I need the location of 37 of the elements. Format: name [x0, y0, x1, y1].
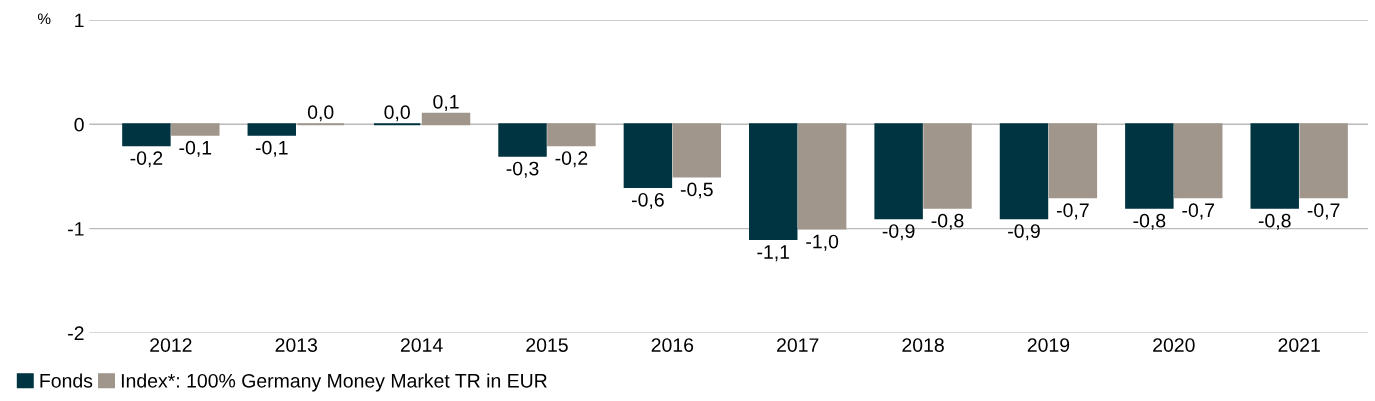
x-tick-label: 2020: [1153, 338, 1195, 352]
data-label: -0,9: [882, 224, 915, 241]
data-label: -1,1: [757, 245, 790, 262]
x-tick-label: 2021: [1278, 338, 1320, 352]
data-label: -0,2: [555, 151, 588, 168]
x-tick-label: 2012: [150, 338, 192, 352]
data-label: -0,8: [931, 213, 964, 230]
y-tick-label: 0: [74, 117, 84, 132]
data-label: -0,9: [1008, 224, 1040, 241]
data-label: -0,6: [632, 192, 664, 209]
data-label: -0,8: [1258, 213, 1291, 230]
x-tick-label: 2017: [777, 338, 819, 352]
x-tick-label: 2018: [902, 338, 944, 352]
data-label: -0,1: [179, 140, 212, 157]
data-label: -1,0: [806, 234, 839, 251]
data-label: -0,7: [1057, 203, 1089, 220]
x-tick-label: 2014: [400, 338, 443, 352]
data-label: -0,3: [506, 161, 539, 178]
legend-label: Index*: 100% Germany Money Market TR in EUR: [121, 373, 547, 392]
x-tick-label: 2016: [651, 338, 694, 352]
y-tick-label: -2: [68, 326, 84, 340]
y-axis-title: %: [37, 13, 51, 25]
data-label: -0,5: [680, 182, 713, 199]
data-label: -0,8: [1133, 213, 1166, 230]
y-tick-label: -1: [68, 222, 84, 236]
data-label: 0,0: [307, 105, 334, 122]
x-tick-label: 2019: [1027, 338, 1070, 352]
x-tick-label: 2013: [275, 338, 318, 352]
legend-label: Fonds: [40, 373, 93, 388]
data-label: -0,7: [1182, 203, 1215, 220]
data-label: -0,7: [1307, 203, 1340, 220]
y-tick-label: 1: [75, 13, 84, 28]
data-label: 0,0: [384, 105, 410, 122]
x-tick-label: 2015: [526, 338, 568, 352]
data-label: 0,1: [433, 94, 459, 111]
data-label: -0,2: [130, 151, 163, 168]
data-label: -0,1: [255, 140, 288, 157]
